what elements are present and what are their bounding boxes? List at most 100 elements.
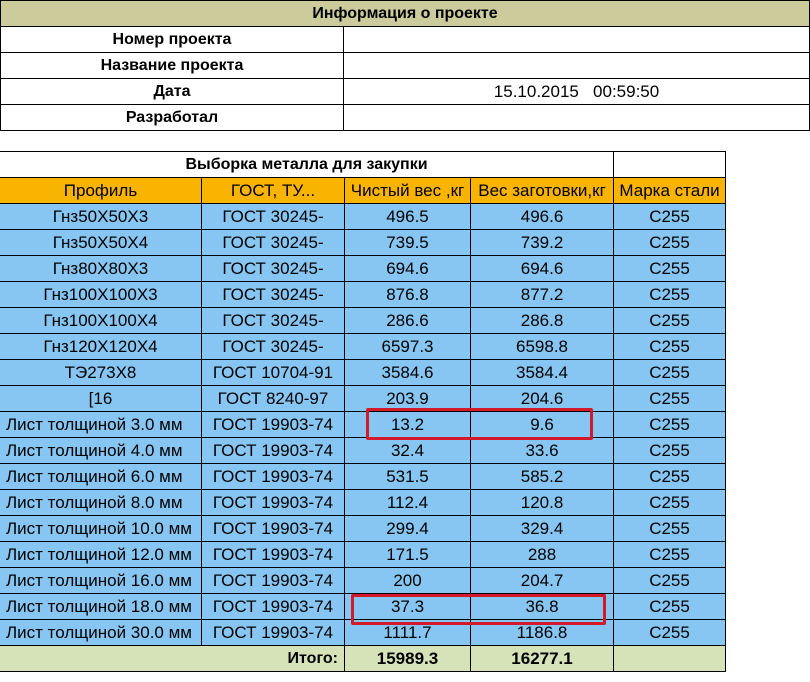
blank-weight-cell[interactable]: 739.2 (469, 229, 615, 256)
blank-weight-cell[interactable]: 204.6 (469, 385, 615, 412)
steel-grade-cell[interactable]: С255 (613, 411, 727, 438)
gost-cell[interactable]: ГОСТ 30245- (201, 229, 345, 256)
blank-weight-cell[interactable]: 877.2 (469, 281, 615, 308)
gost-cell[interactable]: ГОСТ 19903-74 (201, 567, 345, 594)
gost-cell[interactable]: ГОСТ 30245- (201, 203, 345, 230)
net-weight-cell[interactable]: 13.2 (344, 411, 471, 438)
steel-grade-cell[interactable]: С255 (613, 567, 727, 594)
gost-cell[interactable]: ГОСТ 19903-74 (201, 411, 345, 438)
net-weight-cell[interactable]: 286.6 (344, 307, 471, 334)
header-gost[interactable]: ГОСТ, ТУ... (201, 177, 345, 204)
blank-weight-cell[interactable]: 3584.4 (469, 359, 615, 386)
gost-cell[interactable]: ГОСТ 19903-74 (201, 541, 345, 568)
blank-weight-cell[interactable]: 496.6 (469, 203, 615, 230)
project-number-value[interactable] (343, 26, 810, 53)
net-weight-cell[interactable]: 299.4 (344, 515, 471, 542)
profile-cell[interactable]: Гнз50Х50Х3 (0, 203, 202, 230)
net-weight-cell[interactable]: 1111.7 (344, 619, 471, 646)
steel-grade-cell[interactable]: С255 (613, 593, 727, 620)
steel-grade-cell[interactable]: С255 (613, 489, 727, 516)
profile-cell[interactable]: Гнз50Х50Х4 (0, 229, 202, 256)
steel-grade-cell[interactable]: С255 (613, 619, 727, 646)
blank-weight-cell[interactable]: 585.2 (469, 463, 615, 490)
profile-cell[interactable]: Лист толщиной 30.0 мм (0, 619, 202, 646)
blank-weight-cell[interactable]: 329.4 (469, 515, 615, 542)
gost-cell[interactable]: ГОСТ 30245- (201, 307, 345, 334)
net-weight-cell[interactable]: 496.5 (344, 203, 471, 230)
net-weight-cell[interactable]: 531.5 (344, 463, 471, 490)
gost-cell[interactable]: ГОСТ 30245- (201, 255, 345, 282)
steel-grade-cell[interactable]: С255 (613, 385, 727, 412)
blank-weight-cell[interactable]: 288 (469, 541, 615, 568)
developer-value[interactable] (343, 104, 810, 131)
net-weight-cell[interactable]: 37.3 (344, 593, 471, 620)
profile-cell[interactable]: Лист толщиной 12.0 мм (0, 541, 202, 568)
profile-cell[interactable]: Гнз120Х120Х4 (0, 333, 202, 360)
blank-weight-cell[interactable]: 286.8 (469, 307, 615, 334)
gost-cell[interactable]: ГОСТ 19903-74 (201, 437, 345, 464)
steel-grade-cell[interactable]: С255 (613, 281, 727, 308)
project-info-table: Информация о проекте Номер проекта Назва… (0, 0, 810, 131)
profile-cell[interactable]: Лист толщиной 3.0 мм (0, 411, 202, 438)
profile-cell[interactable]: Лист толщиной 18.0 мм (0, 593, 202, 620)
gost-cell[interactable]: ГОСТ 19903-74 (201, 489, 345, 516)
profile-cell[interactable]: Лист толщиной 10.0 мм (0, 515, 202, 542)
net-weight-cell[interactable]: 6597.3 (344, 333, 471, 360)
steel-grade-cell[interactable]: С255 (613, 307, 727, 334)
net-weight-cell[interactable]: 112.4 (344, 489, 471, 516)
profile-cell[interactable]: Лист толщиной 4.0 мм (0, 437, 202, 464)
header-steel-grade[interactable]: Марка стали (613, 177, 727, 204)
gost-cell[interactable]: ГОСТ 19903-74 (201, 515, 345, 542)
total-blank-weight[interactable]: 16277.1 (469, 645, 615, 672)
gost-cell[interactable]: ГОСТ 19903-74 (201, 619, 345, 646)
gost-cell[interactable]: ГОСТ 19903-74 (201, 593, 345, 620)
profile-cell[interactable]: ТЭ273Х8 (0, 359, 202, 386)
blank-weight-cell[interactable]: 6598.8 (469, 333, 615, 360)
header-net-weight[interactable]: Чистый вес ,кг (344, 177, 471, 204)
steel-grade-cell[interactable]: С255 (613, 463, 727, 490)
profile-cell[interactable]: Лист толщиной 6.0 мм (0, 463, 202, 490)
date-value[interactable]: 15.10.2015 00:59:50 (343, 78, 810, 105)
blank-weight-cell[interactable]: 204.7 (469, 567, 615, 594)
blank-weight-cell[interactable]: 1186.8 (469, 619, 615, 646)
project-name-value[interactable] (343, 52, 810, 79)
blank-weight-cell[interactable]: 36.8 (469, 593, 615, 620)
blank-weight-cell[interactable]: 694.6 (469, 255, 615, 282)
steel-grade-cell[interactable]: С255 (613, 333, 727, 360)
gost-cell[interactable]: ГОСТ 30245- (201, 281, 345, 308)
steel-grade-cell[interactable]: С255 (613, 437, 727, 464)
profile-cell[interactable]: Лист толщиной 8.0 мм (0, 489, 202, 516)
steel-grade-cell[interactable]: С255 (613, 515, 727, 542)
steel-grade-cell[interactable]: С255 (613, 203, 727, 230)
title-blank-cell[interactable] (613, 151, 727, 178)
profile-cell[interactable]: Гнз100Х100Х3 (0, 281, 202, 308)
net-weight-cell[interactable]: 200 (344, 567, 471, 594)
steel-grade-cell[interactable]: С255 (613, 541, 727, 568)
steel-grade-cell[interactable]: С255 (613, 359, 727, 386)
steel-grade-cell[interactable]: С255 (613, 255, 727, 282)
gost-cell[interactable]: ГОСТ 30245- (201, 333, 345, 360)
header-blank-weight[interactable]: Вес заготовки,кг (469, 177, 615, 204)
header-profile[interactable]: Профиль (0, 177, 202, 204)
total-label[interactable]: Итого: (0, 645, 345, 672)
profile-cell[interactable]: Гнз80Х80Х3 (0, 255, 202, 282)
net-weight-cell[interactable]: 876.8 (344, 281, 471, 308)
net-weight-cell[interactable]: 32.4 (344, 437, 471, 464)
total-net-weight[interactable]: 15989.3 (344, 645, 471, 672)
profile-cell[interactable]: [16 (0, 385, 202, 412)
net-weight-cell[interactable]: 3584.6 (344, 359, 471, 386)
blank-weight-cell[interactable]: 33.6 (469, 437, 615, 464)
gost-cell[interactable]: ГОСТ 8240-97 (201, 385, 345, 412)
gost-cell[interactable]: ГОСТ 10704-91 (201, 359, 345, 386)
net-weight-cell[interactable]: 203.9 (344, 385, 471, 412)
blank-weight-cell[interactable]: 9.6 (469, 411, 615, 438)
profile-cell[interactable]: Гнз100Х100Х4 (0, 307, 202, 334)
net-weight-cell[interactable]: 694.6 (344, 255, 471, 282)
blank-weight-cell[interactable]: 120.8 (469, 489, 615, 516)
net-weight-cell[interactable]: 171.5 (344, 541, 471, 568)
gost-cell[interactable]: ГОСТ 19903-74 (201, 463, 345, 490)
steel-grade-cell[interactable]: С255 (613, 229, 727, 256)
total-blank-cell[interactable] (613, 645, 727, 672)
net-weight-cell[interactable]: 739.5 (344, 229, 471, 256)
profile-cell[interactable]: Лист толщиной 16.0 мм (0, 567, 202, 594)
